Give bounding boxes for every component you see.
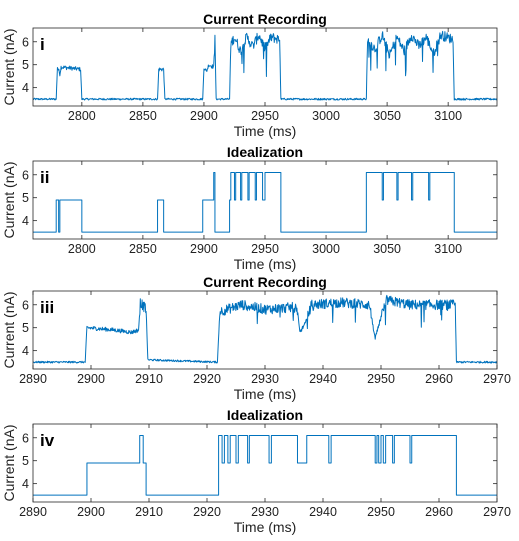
panel-2: Idealization 2800 2850 2900 2950 3000 3050 3100…: [1, 144, 498, 272]
panel-label: iii: [40, 298, 54, 317]
x-tick-label: 2940: [309, 372, 337, 386]
x-tick-label: 2910: [135, 372, 163, 386]
series-line: [33, 171, 497, 233]
x-tick-label: 2900: [77, 372, 105, 386]
x-tick-label: 2950: [367, 372, 395, 386]
x-axis-label: Time (ms): [234, 519, 296, 535]
x-tick-label: 3050: [373, 109, 401, 123]
chart-title: Idealization: [227, 407, 303, 423]
series-line: [33, 294, 497, 364]
chart-title: Current Recording: [203, 11, 327, 27]
series-line: [33, 30, 497, 101]
x-tick-label: 2850: [129, 109, 157, 123]
x-axis-label: Time (ms): [234, 256, 296, 272]
y-tick-label: 5: [22, 321, 29, 335]
y-axis-label: Current (nA): [1, 291, 17, 368]
x-tick-label: 2940: [309, 505, 337, 519]
x-tick-label: 2930: [251, 372, 279, 386]
x-axis-label: Time (ms): [234, 386, 296, 402]
x-tick-label: 2850: [129, 242, 157, 256]
x-tick-label: 2930: [251, 505, 279, 519]
x-tick-label: 2910: [135, 505, 163, 519]
x-tick-label: 2960: [425, 505, 453, 519]
panel-3: Current Recording 2890 2900 2910 2920 2930 294…: [1, 274, 511, 402]
panel-1: Current Recording 2800 2850 2900 2950 3000 305…: [1, 11, 498, 139]
x-tick-label: 2920: [193, 505, 221, 519]
y-tick-label: 6: [22, 35, 29, 49]
x-tick-label: 3100: [434, 242, 462, 256]
y-tick-label: 5: [22, 58, 29, 72]
x-tick-label: 2950: [367, 505, 395, 519]
x-tick-label: 3100: [434, 109, 462, 123]
x-tick-label: 2970: [483, 372, 511, 386]
panel-label: i: [40, 35, 45, 54]
y-axis-label: Current (nA): [1, 161, 17, 238]
x-axis-label: Time (ms): [234, 123, 296, 139]
x-tick-label: 2900: [77, 505, 105, 519]
x-tick-label: 2900: [190, 242, 218, 256]
y-axis-label: Current (nA): [1, 28, 17, 105]
y-tick-label: 4: [22, 81, 29, 95]
y-tick-label: 4: [22, 344, 29, 358]
x-tick-label: 2890: [19, 372, 47, 386]
panel-label: ii: [40, 168, 49, 187]
x-tick-label: 3050: [373, 242, 401, 256]
y-tick-label: 5: [22, 454, 29, 468]
x-tick-label: 3000: [312, 242, 340, 256]
y-tick-label: 6: [22, 168, 29, 182]
y-tick-label: 4: [22, 477, 29, 491]
x-tick-label: 2890: [19, 505, 47, 519]
chart-title: Idealization: [227, 144, 303, 160]
x-tick-label: 2950: [251, 109, 279, 123]
y-tick-label: 5: [22, 191, 29, 205]
series-line: [33, 434, 497, 496]
x-tick-label: 2800: [68, 109, 96, 123]
chart-title: Current Recording: [203, 274, 327, 290]
y-tick-label: 6: [22, 298, 29, 312]
y-tick-label: 6: [22, 431, 29, 445]
x-tick-label: 2950: [251, 242, 279, 256]
panel-label: iv: [40, 431, 55, 450]
panel-4: Idealization 2890 2900 2910 2920 2930 2940 2950…: [1, 407, 511, 535]
x-tick-label: 2970: [483, 505, 511, 519]
x-tick-label: 2800: [68, 242, 96, 256]
x-tick-label: 2960: [425, 372, 453, 386]
y-tick-label: 4: [22, 214, 29, 228]
x-tick-label: 3000: [312, 109, 340, 123]
x-tick-label: 2920: [193, 372, 221, 386]
x-tick-label: 2900: [190, 109, 218, 123]
y-axis-label: Current (nA): [1, 424, 17, 501]
